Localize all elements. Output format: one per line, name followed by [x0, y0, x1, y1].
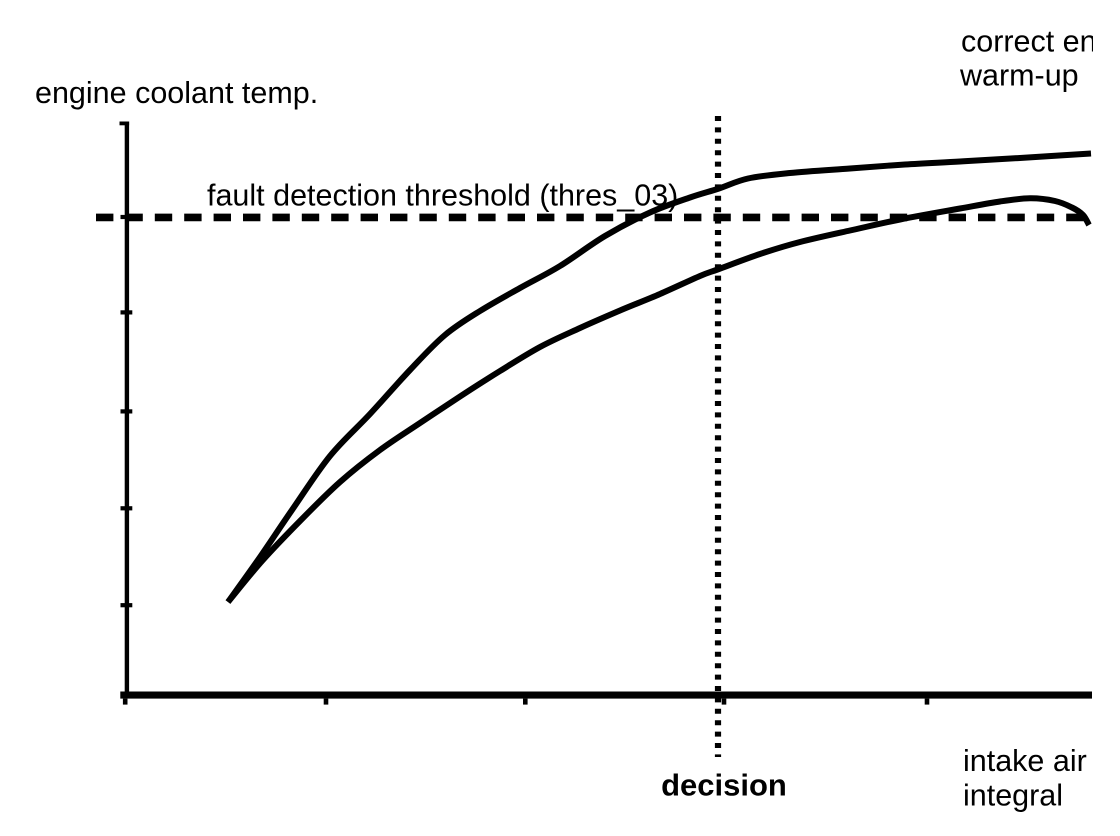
svg-text:intake air: intake air — [963, 744, 1087, 778]
svg-text:warm-up: warm-up — [959, 59, 1079, 93]
svg-text:engine coolant temp.: engine coolant temp. — [35, 76, 318, 110]
svg-text:fault detection threshold (thr: fault detection threshold (thres_03) — [207, 179, 678, 213]
svg-text:decision: decision — [661, 768, 787, 803]
svg-text:integral: integral — [963, 779, 1063, 813]
